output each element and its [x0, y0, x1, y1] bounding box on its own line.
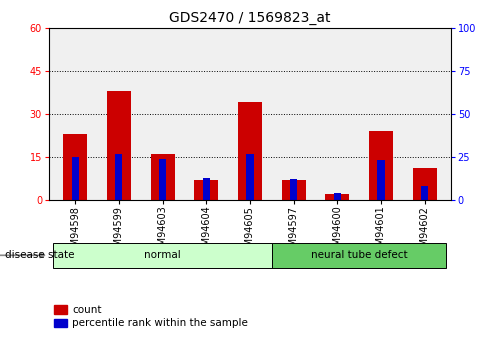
Bar — [115, 154, 122, 200]
Bar — [246, 154, 253, 200]
Bar — [72, 157, 79, 200]
Text: neural tube defect: neural tube defect — [311, 250, 407, 260]
Bar — [290, 179, 297, 200]
Bar — [369, 131, 393, 200]
Legend: count, percentile rank within the sample: count, percentile rank within the sample — [54, 305, 248, 328]
Bar — [413, 168, 437, 200]
Bar — [194, 180, 218, 200]
Bar — [107, 91, 131, 200]
Text: disease state: disease state — [5, 250, 74, 260]
Title: GDS2470 / 1569823_at: GDS2470 / 1569823_at — [169, 11, 331, 25]
Text: normal: normal — [144, 250, 181, 260]
Bar — [282, 180, 306, 200]
Bar — [377, 160, 385, 200]
Bar — [421, 186, 428, 200]
Bar — [63, 134, 87, 200]
Bar — [272, 243, 446, 268]
Bar — [53, 243, 272, 268]
Bar — [238, 102, 262, 200]
Bar — [325, 194, 349, 200]
Bar — [203, 178, 210, 200]
Bar — [150, 154, 174, 200]
Bar — [334, 193, 341, 200]
Bar — [159, 159, 166, 200]
